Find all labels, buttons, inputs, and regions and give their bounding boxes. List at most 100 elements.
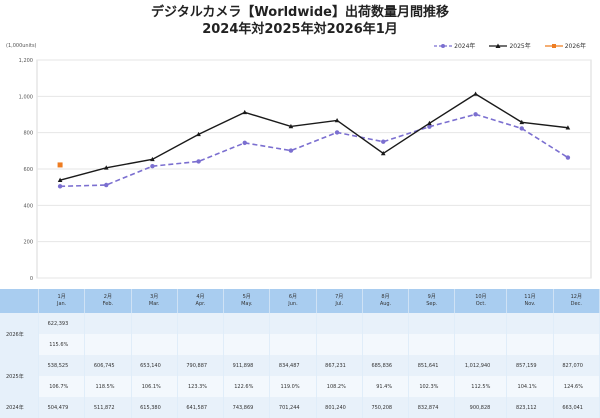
data-point-marker xyxy=(565,125,571,130)
table-cell: 911,898 xyxy=(223,355,271,376)
y-tick-label: 1,000 xyxy=(19,94,33,100)
legend-item-2024: 2024年 xyxy=(434,41,475,50)
table-cell xyxy=(454,334,508,355)
data-point-marker xyxy=(57,184,63,189)
table-cell: 653,140 xyxy=(131,355,178,376)
table-row: 2026年 622,393 xyxy=(0,313,600,355)
table-cell xyxy=(269,313,317,334)
table-cell: 832,874 xyxy=(408,397,456,418)
legend-item-2025: 2025年 xyxy=(489,41,531,50)
table-header-month: 3月 Mar. xyxy=(131,289,178,313)
line-chart: 0 200 400 600 800 1,000 1,200 xyxy=(19,58,592,282)
table-cell: 538,525 xyxy=(38,355,86,376)
table-cell: 1,012,940 xyxy=(454,355,508,376)
table-header-month: 7月 Jul. xyxy=(316,289,363,313)
table-cell: 106.1% xyxy=(131,376,178,397)
table-header-month: 9月 Sep. xyxy=(408,289,456,313)
table-cell xyxy=(362,334,410,355)
table-header-month: 6月 Jun. xyxy=(269,289,317,313)
table-cell xyxy=(454,313,508,334)
table-cell: 743,869 xyxy=(223,397,271,418)
table-cell: 701,244 xyxy=(269,397,317,418)
table-cell xyxy=(84,313,132,334)
table-cell xyxy=(408,313,456,334)
table-header-month: 1月 Jan. xyxy=(38,289,86,313)
table-cell xyxy=(84,334,132,355)
chart-title: デジタルカメラ【Worldwide】出荷数量月間推移 xyxy=(151,5,449,20)
table-cell: 91.4% xyxy=(362,376,410,397)
data-point-marker xyxy=(334,117,340,123)
table-cell: 123.3% xyxy=(177,376,225,397)
table-cell: 663,041 xyxy=(553,397,600,418)
table-cell xyxy=(177,313,225,334)
table-cell: 641,587 xyxy=(177,397,225,418)
table-cell xyxy=(408,334,456,355)
data-point-marker xyxy=(57,162,63,168)
table-header-month: 2月 Feb. xyxy=(84,289,132,313)
table-header-month: 4月 Apr. xyxy=(177,289,225,313)
chart-subtitle: 2024年対2025年対2026年1月 xyxy=(202,22,398,37)
data-point-marker xyxy=(427,120,432,126)
table-cell xyxy=(316,334,363,355)
data-point-marker xyxy=(150,164,155,169)
data-point-marker xyxy=(565,155,571,160)
table-cell: 685,836 xyxy=(362,355,410,376)
data-point-marker xyxy=(473,112,478,117)
table-cell: 857,159 xyxy=(506,355,554,376)
row-year-label: 2026年 xyxy=(0,313,39,355)
table-row: 2024年 504,479 511,872 615,380 641,587 743,869… xyxy=(0,397,600,418)
table-cell: 790,887 xyxy=(177,355,225,376)
table-header-month: 11月 Nov. xyxy=(506,289,554,313)
table-cell: 511,872 xyxy=(84,397,132,418)
table-cell: 504,479 xyxy=(38,397,86,418)
table-cell: 834,487 xyxy=(269,355,317,376)
table-header-month: 8月 Aug. xyxy=(362,289,410,313)
table-cell xyxy=(362,313,410,334)
row-year-label: 2024年 xyxy=(0,397,39,418)
y-tick-label: 0 xyxy=(30,276,33,282)
table-cell: 106.7% xyxy=(38,376,86,397)
table-cell: 823,112 xyxy=(506,397,554,418)
series-line-0 xyxy=(60,113,569,188)
y-tick-label: 600 xyxy=(23,167,33,173)
data-point-marker xyxy=(519,126,524,131)
data-point-marker xyxy=(103,165,109,170)
table-cell: 122.6% xyxy=(223,376,271,397)
table-header-corner xyxy=(0,289,39,313)
table-cell xyxy=(553,313,600,334)
data-point-marker xyxy=(473,91,478,96)
data-point-marker xyxy=(380,150,386,156)
data-point-marker xyxy=(288,148,294,153)
table-cell: 900,828 xyxy=(454,397,508,418)
table-cell: 124.6% xyxy=(553,376,600,397)
table-cell xyxy=(131,313,178,334)
table-cell: 615,380 xyxy=(131,397,178,418)
table-header-row: 1月 Jan. 2月 Feb. 3月 Mar. 4月 Apr. 5月 May. 6月 Jun. 7月 Ju… xyxy=(0,289,600,313)
table-cell xyxy=(506,334,554,355)
y-axis-unit-label: (1,000units) xyxy=(6,43,37,49)
table-cell: 622,393 xyxy=(38,313,86,334)
row-year-label: 2025年 xyxy=(0,355,39,397)
data-point-marker xyxy=(288,123,294,129)
table-cell: 102.3% xyxy=(408,376,456,397)
table-cell: 108.2% xyxy=(316,376,363,397)
table-row: 106.7% 118.5% 106.1% 123.3% 122.6% 119.0% 108.… xyxy=(0,376,600,397)
data-table: 1月 Jan. 2月 Feb. 3月 Mar. 4月 Apr. 5月 May. 6月 Jun. 7月 Ju… xyxy=(0,289,600,418)
table-header-month: 10月 Oct. xyxy=(454,289,508,313)
table-cell xyxy=(131,334,178,355)
table-cell: 801,240 xyxy=(316,397,363,418)
table-cell: 851,641 xyxy=(408,355,456,376)
table-header-month: 12月 Dec. xyxy=(553,289,600,313)
legend-label-2026: 2026年 xyxy=(564,43,586,50)
legend-item-2026: 2026年 xyxy=(544,41,586,50)
table-cell xyxy=(316,313,363,334)
table-row: 115.6% xyxy=(0,334,600,355)
data-point-marker xyxy=(150,156,155,162)
table-cell: 115.6% xyxy=(38,334,86,355)
table-cell xyxy=(506,313,554,334)
data-point-marker xyxy=(427,124,432,129)
table-header-month: 5月 May. xyxy=(223,289,271,313)
legend-line-2024-icon xyxy=(434,43,453,48)
table-cell: 119.0% xyxy=(269,376,317,397)
table-cell: 104.1% xyxy=(506,376,554,397)
